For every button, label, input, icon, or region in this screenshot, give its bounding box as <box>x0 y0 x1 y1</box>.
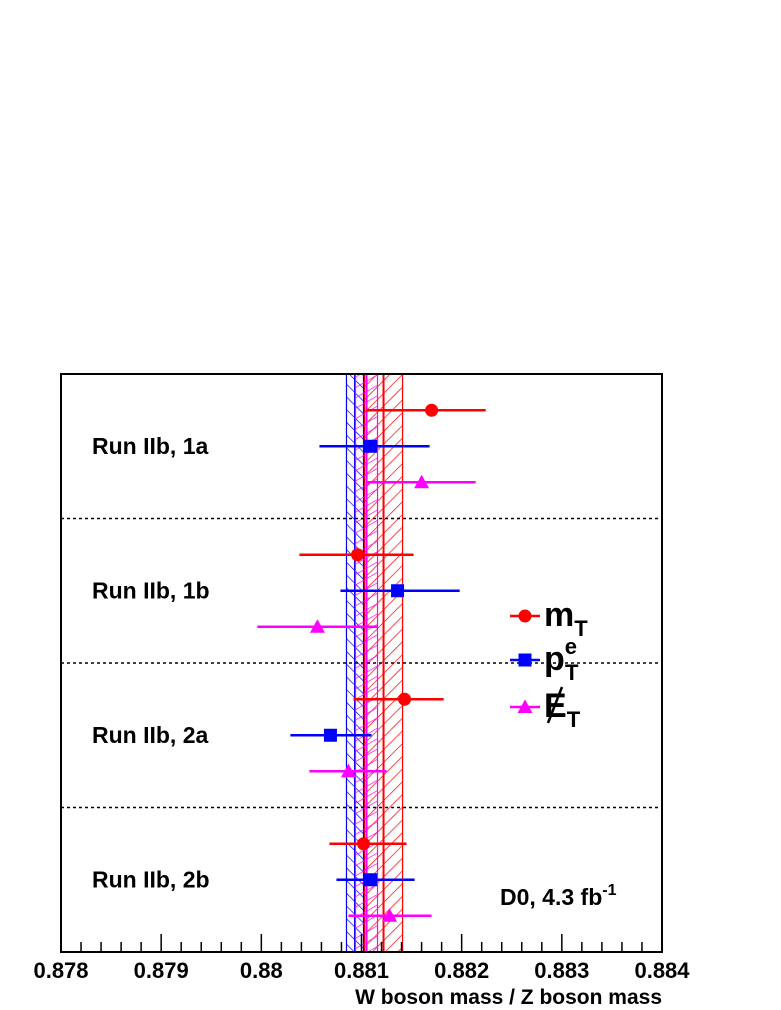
luminosity-annotation: D0, 4.3 fb-1 <box>500 882 617 910</box>
tick-label: 0.88 <box>240 958 283 983</box>
data-point <box>323 728 337 742</box>
legend-label: mT <box>544 596 588 641</box>
legend-label: pe T <box>544 634 579 685</box>
slash-glyph <box>546 686 564 724</box>
legend-marker <box>517 699 533 713</box>
data-point <box>382 908 398 922</box>
category-label: Run IIb, 1a <box>92 433 209 459</box>
x-axis-title: W boson mass / Z boson mass <box>355 986 662 1009</box>
data-point <box>425 403 439 417</box>
tick-label: 0.879 <box>134 958 189 983</box>
data-point <box>364 439 378 453</box>
tick-label: 0.883 <box>534 958 589 983</box>
category-labels: Run IIb, 1a Run IIb, 1b Run IIb, 2a Run IIb… <box>92 433 210 893</box>
data-point <box>309 619 325 633</box>
data-point <box>364 873 378 887</box>
data-point <box>357 837 371 851</box>
category-label: Run IIb, 1b <box>92 578 210 604</box>
tick-label: 0.881 <box>334 958 389 983</box>
category-label: Run IIb, 2b <box>92 867 210 893</box>
tick-label: 0.884 <box>634 958 690 983</box>
legend-marker <box>518 609 532 623</box>
tick-label: 0.882 <box>434 958 489 983</box>
tick-label: 0.878 <box>33 958 88 983</box>
data-markers <box>309 403 439 922</box>
category-label: Run IIb, 2a <box>92 722 209 748</box>
x-axis-ticks <box>60 934 663 952</box>
data-point <box>398 692 412 706</box>
data-point <box>350 548 364 562</box>
luminosity-exponent: -1 <box>602 882 616 899</box>
luminosity-main: D0, 4.3 fb <box>500 884 602 910</box>
data-point <box>391 584 405 598</box>
data-point <box>414 474 430 489</box>
legend-marker <box>518 653 532 667</box>
legend: mTpeTET <box>510 596 588 732</box>
legend-label: ET <box>544 687 581 732</box>
x-axis-tick-labels: 0.878 0.879 0.88 0.881 0.882 0.883 0.884 <box>33 958 690 983</box>
category-dividers <box>61 517 662 809</box>
data-point <box>340 763 356 778</box>
